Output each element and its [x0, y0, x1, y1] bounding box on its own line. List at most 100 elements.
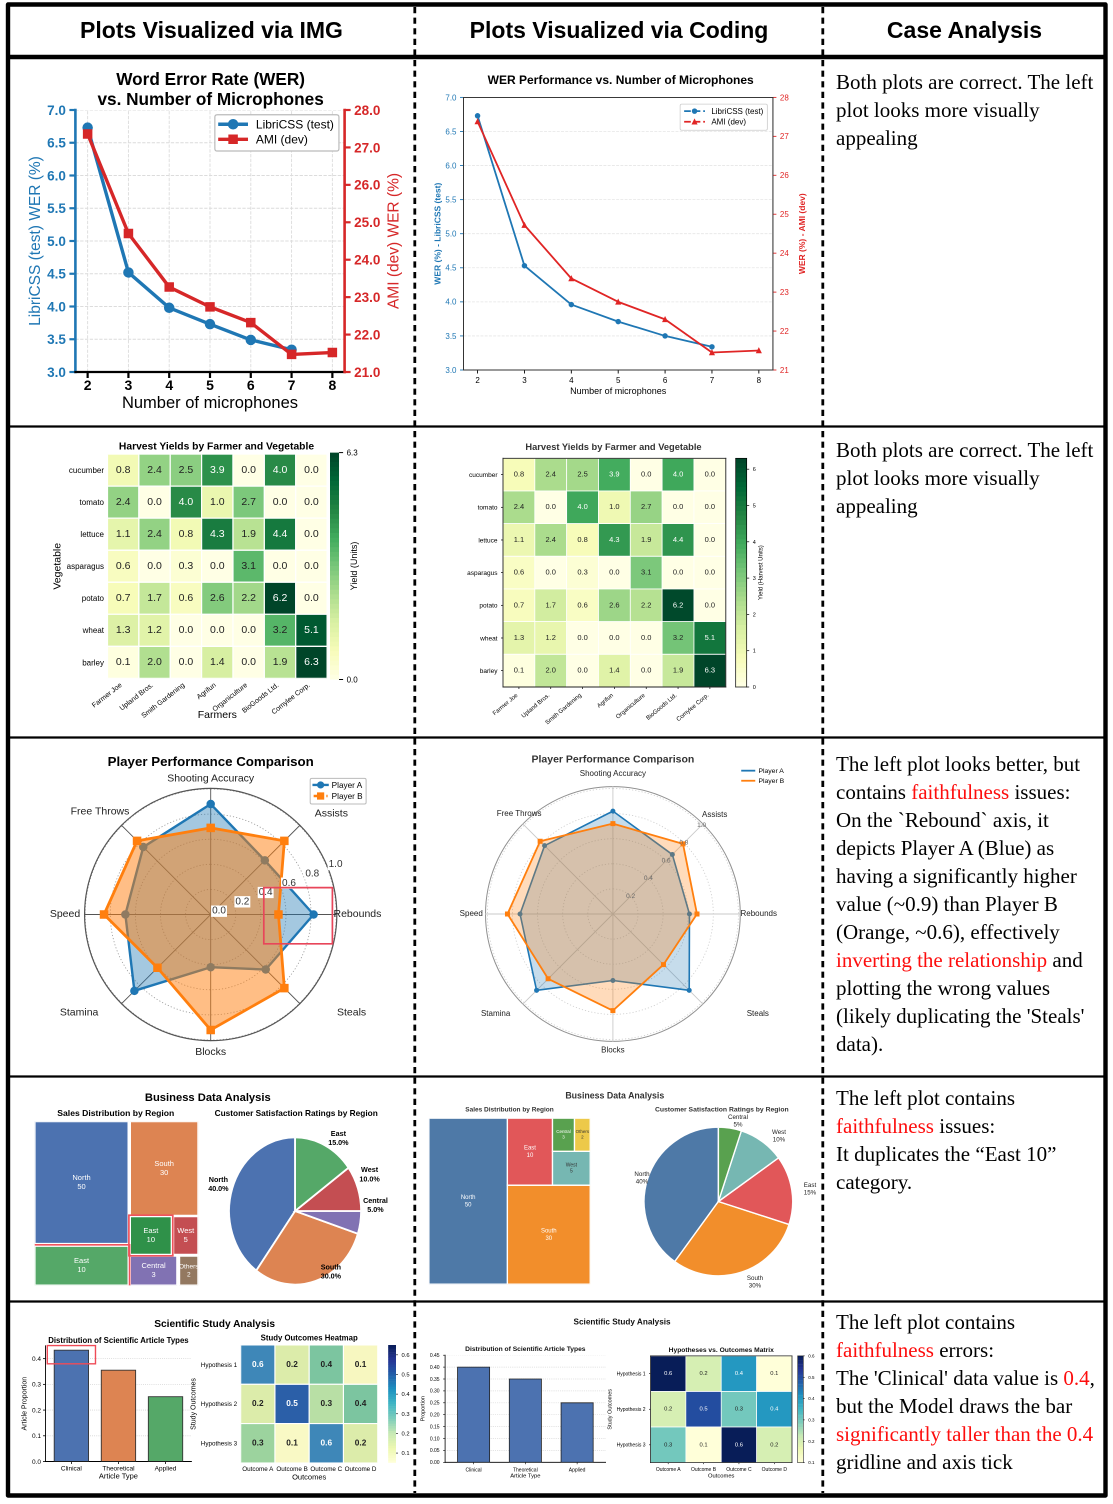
svg-text:0.4: 0.4	[259, 887, 273, 898]
svg-text:0.25: 0.25	[430, 1401, 440, 1407]
svg-text:0.0: 0.0	[304, 496, 319, 508]
svg-text:asparagus: asparagus	[467, 570, 498, 577]
svg-text:Rebounds: Rebounds	[741, 909, 777, 918]
svg-text:1.3: 1.3	[514, 633, 524, 642]
svg-text:AMI (dev): AMI (dev)	[256, 132, 308, 146]
svg-text:Hypothesis 1: Hypothesis 1	[201, 1362, 238, 1369]
svg-text:0.6: 0.6	[577, 600, 587, 609]
svg-text:LibriCSS (test): LibriCSS (test)	[711, 107, 763, 116]
svg-text:0.8: 0.8	[679, 840, 688, 847]
svg-text:1.7: 1.7	[147, 592, 162, 604]
svg-text:0.0: 0.0	[641, 470, 651, 479]
svg-text:0.0: 0.0	[673, 502, 683, 511]
svg-text:0.6: 0.6	[735, 1442, 743, 1448]
svg-text:Scientific Study Analysis: Scientific Study Analysis	[154, 1319, 275, 1330]
svg-text:Word Error Rate (WER): Word Error Rate (WER)	[116, 69, 305, 89]
svg-text:0.0: 0.0	[705, 470, 715, 479]
svg-text:26: 26	[780, 171, 789, 180]
svg-text:Steals: Steals	[337, 1007, 366, 1019]
svg-text:East: East	[331, 1129, 347, 1138]
svg-text:25.0: 25.0	[354, 215, 380, 230]
svg-text:2: 2	[581, 1135, 584, 1140]
svg-text:Yield (Harvest Units): Yield (Harvest Units)	[759, 545, 765, 600]
svg-text:30%: 30%	[749, 1282, 762, 1289]
svg-text:Applied: Applied	[569, 1467, 586, 1473]
svg-text:Others: Others	[179, 1263, 199, 1270]
svg-text:barley: barley	[480, 668, 498, 675]
svg-text:South: South	[747, 1275, 764, 1282]
svg-text:0.0: 0.0	[304, 528, 319, 540]
svg-text:3.2: 3.2	[273, 624, 288, 636]
svg-text:East: East	[143, 1226, 159, 1235]
svg-text:0.0: 0.0	[705, 568, 715, 577]
svg-text:0.6: 0.6	[252, 1359, 264, 1369]
svg-text:0.3: 0.3	[735, 1407, 743, 1413]
svg-text:Outcome B: Outcome B	[691, 1467, 717, 1473]
svg-text:0.4: 0.4	[644, 875, 653, 882]
svg-text:50: 50	[465, 1202, 472, 1208]
svg-text:8: 8	[757, 376, 762, 385]
svg-text:South: South	[154, 1159, 174, 1168]
svg-text:barley: barley	[82, 658, 104, 667]
svg-text:Agrifun: Agrifun	[596, 693, 614, 710]
svg-text:Hypotheses vs. Outcomes Matrix: Hypotheses vs. Outcomes Matrix	[669, 1347, 774, 1354]
svg-text:10.0%: 10.0%	[359, 1174, 380, 1183]
svg-text:0.10: 0.10	[430, 1436, 440, 1442]
svg-text:8: 8	[328, 377, 336, 393]
svg-text:Number of microphones: Number of microphones	[122, 394, 298, 412]
svg-text:Blocks: Blocks	[195, 1046, 226, 1058]
svg-text:Speed: Speed	[50, 908, 81, 920]
svg-text:Free Throws: Free Throws	[71, 806, 130, 818]
svg-text:0.0: 0.0	[641, 633, 651, 642]
svg-text:0.3: 0.3	[402, 1412, 410, 1418]
svg-text:Central: Central	[556, 1129, 571, 1134]
svg-text:cucumber: cucumber	[69, 466, 104, 475]
svg-text:0.1: 0.1	[514, 666, 524, 675]
svg-text:Distribution of Scientific Art: Distribution of Scientific Article Types	[48, 1336, 189, 1345]
svg-text:Theoretical: Theoretical	[102, 1466, 135, 1473]
svg-text:Shooting Accuracy: Shooting Accuracy	[167, 773, 255, 785]
svg-text:0.4: 0.4	[808, 1396, 815, 1401]
svg-text:10: 10	[147, 1235, 155, 1244]
svg-text:21.0: 21.0	[354, 365, 380, 380]
svg-text:0.2: 0.2	[402, 1432, 410, 1438]
svg-text:Number of microphones: Number of microphones	[570, 386, 667, 396]
svg-text:1: 1	[753, 649, 756, 655]
svg-text:0.0: 0.0	[241, 656, 256, 668]
svg-text:2.7: 2.7	[641, 502, 651, 511]
svg-text:4.3: 4.3	[210, 528, 225, 540]
svg-text:0.0: 0.0	[304, 560, 319, 572]
svg-text:Central: Central	[142, 1261, 167, 1270]
svg-text:4.4: 4.4	[273, 528, 288, 540]
svg-text:0.0: 0.0	[347, 675, 359, 684]
svg-text:0.6: 0.6	[662, 857, 671, 864]
svg-text:BioGoods Ltd.: BioGoods Ltd.	[646, 693, 679, 722]
svg-text:Player Performance Comparison: Player Performance Comparison	[531, 754, 694, 766]
svg-text:Player A: Player A	[332, 781, 363, 790]
svg-text:potato: potato	[479, 603, 497, 610]
svg-text:0.1: 0.1	[402, 1451, 410, 1457]
svg-text:0.5: 0.5	[808, 1375, 815, 1380]
svg-text:4.3: 4.3	[609, 535, 619, 544]
svg-text:0.4: 0.4	[770, 1407, 779, 1413]
svg-text:0.4: 0.4	[355, 1398, 367, 1408]
svg-text:15%: 15%	[804, 1189, 817, 1196]
svg-text:28: 28	[780, 93, 789, 102]
svg-text:Hypothesis 1: Hypothesis 1	[617, 1371, 646, 1377]
svg-text:0.1: 0.1	[355, 1359, 367, 1369]
svg-text:East: East	[804, 1182, 817, 1189]
svg-text:0.2: 0.2	[235, 896, 249, 907]
svg-text:4.0: 4.0	[577, 502, 587, 511]
svg-text:Speed: Speed	[460, 909, 483, 918]
svg-text:0.8: 0.8	[305, 868, 319, 879]
svg-text:lettuce: lettuce	[80, 530, 104, 539]
svg-text:0.0: 0.0	[147, 560, 162, 572]
svg-text:0.0: 0.0	[241, 624, 256, 636]
svg-text:0.2: 0.2	[355, 1437, 367, 1447]
svg-text:0.6: 0.6	[179, 592, 194, 604]
svg-text:Free Throws: Free Throws	[497, 809, 542, 818]
svg-text:vs. Number of Microphones: vs. Number of Microphones	[97, 89, 323, 109]
svg-text:30.0%: 30.0%	[321, 1272, 342, 1281]
svg-text:0.0: 0.0	[705, 535, 715, 544]
svg-text:0.2: 0.2	[700, 1371, 708, 1377]
